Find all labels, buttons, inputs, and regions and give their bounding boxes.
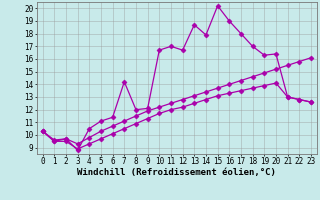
X-axis label: Windchill (Refroidissement éolien,°C): Windchill (Refroidissement éolien,°C) [77,168,276,177]
